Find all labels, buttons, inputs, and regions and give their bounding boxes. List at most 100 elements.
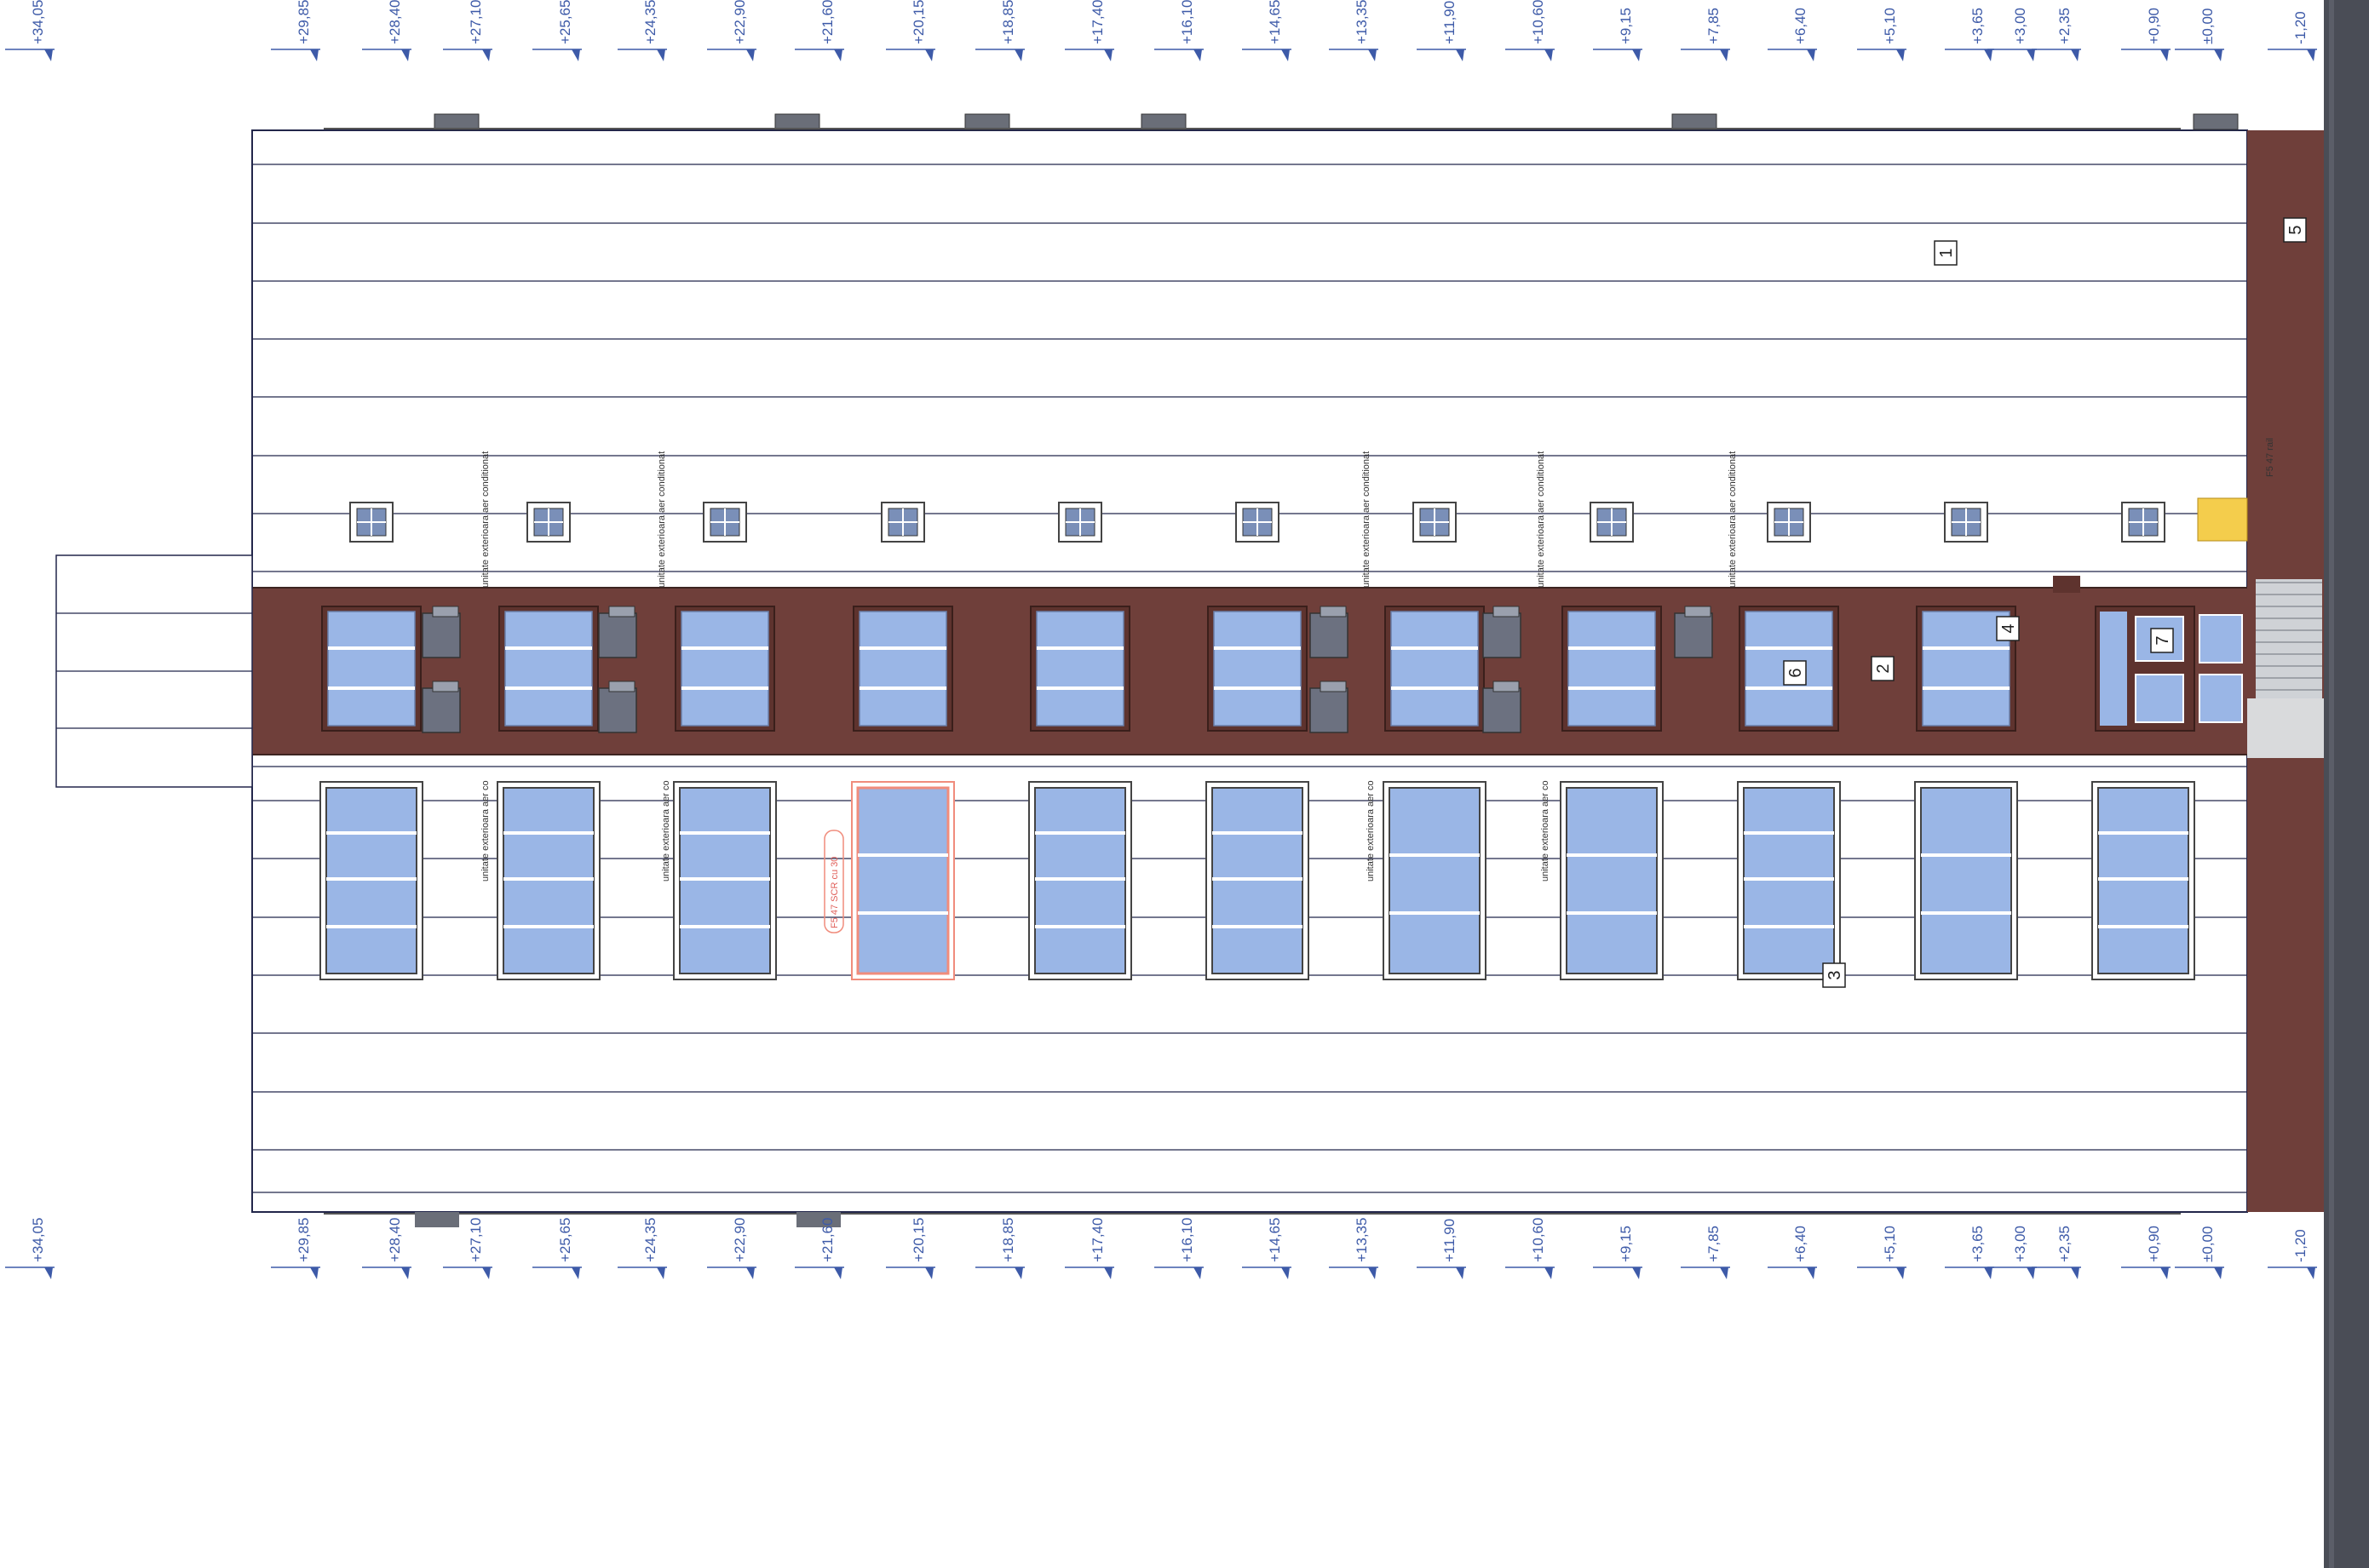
level-label: +25,65 xyxy=(557,0,573,44)
level-label: +16,10 xyxy=(1179,1218,1195,1262)
level-label: +22,90 xyxy=(732,0,748,44)
tag-label: 3 xyxy=(1826,970,1844,979)
level-label: +7,85 xyxy=(1705,8,1722,44)
level-arrow xyxy=(2071,49,2079,61)
ac-unit xyxy=(1309,687,1348,733)
level-label: +13,35 xyxy=(1354,1218,1370,1262)
ac-unit xyxy=(598,687,637,733)
level-label: +18,85 xyxy=(1000,0,1016,44)
level-label: +28,40 xyxy=(387,1218,403,1262)
level-arrow xyxy=(572,1267,580,1279)
level-arrow xyxy=(482,49,491,61)
tag-label: 5 xyxy=(2286,225,2305,234)
ac-unit-grille xyxy=(1320,681,1347,692)
level-arrow xyxy=(2307,1267,2315,1279)
ac-unit-grille xyxy=(1320,606,1347,617)
level-label: +5,10 xyxy=(1882,1226,1898,1262)
level-arrow xyxy=(1456,1267,1464,1279)
level-arrow xyxy=(1015,1267,1023,1279)
yellow-panel xyxy=(2197,497,2248,542)
level-label: +3,00 xyxy=(2012,8,2028,44)
upper-window-glass xyxy=(1567,611,1656,727)
level-label: +28,40 xyxy=(387,0,403,44)
level-arrow xyxy=(2071,1267,2079,1279)
ac-unit-note: unitate exterioara aer conditionat xyxy=(1361,451,1371,588)
level-arrow xyxy=(1456,49,1464,61)
element-tags: 1 2 3 4 5 6 7 xyxy=(1783,217,2307,988)
level-label: +6,40 xyxy=(1792,8,1808,44)
level-label: -1,20 xyxy=(2292,11,2309,44)
level-label: +11,90 xyxy=(1441,1,1458,44)
rail-note: F5 47 rail xyxy=(2265,438,2275,477)
level-arrow xyxy=(1193,49,1202,61)
ac-unit xyxy=(598,612,637,658)
lower-window-glass xyxy=(1566,787,1658,974)
door-side-light xyxy=(2100,612,2127,726)
highlight-callout xyxy=(824,830,844,933)
ac-unit xyxy=(1674,612,1713,658)
level-label: +18,85 xyxy=(1000,1218,1016,1262)
canopy-post xyxy=(2053,576,2080,593)
tag-box xyxy=(1996,616,2020,641)
level-label: +21,60 xyxy=(819,1218,836,1262)
ac-unit-note-lower: unitate exterioara aer co xyxy=(1366,780,1376,882)
level-arrow xyxy=(834,1267,842,1279)
highlight-note: F5 47 SCR cu 30 xyxy=(830,857,840,928)
level-arrow xyxy=(1807,1267,1815,1279)
level-arrow xyxy=(925,49,934,61)
upper-window-glass xyxy=(681,611,769,727)
level-label: ±0,00 xyxy=(2199,9,2216,44)
level-arrow xyxy=(1632,49,1641,61)
ac-unit-grille xyxy=(1492,681,1520,692)
roof-vent xyxy=(434,113,480,130)
level-label: +21,60 xyxy=(819,0,836,44)
level-label: +20,15 xyxy=(911,0,927,44)
lower-window-glass xyxy=(856,786,950,975)
level-arrow xyxy=(1368,1267,1377,1279)
level-label: +29,85 xyxy=(296,0,312,44)
tag-label: 2 xyxy=(1874,663,1893,673)
level-arrow xyxy=(1896,1267,1905,1279)
upper-window-glass xyxy=(1922,611,2010,727)
ac-unit-grille xyxy=(1492,606,1520,617)
level-arrow xyxy=(834,49,842,61)
level-arrow xyxy=(2160,49,2169,61)
level-arrow xyxy=(1104,49,1113,61)
top-level-markers: +34,05 +29,85 +28,40 +27,10 +25,65 +24,35 +22,… xyxy=(5,0,2317,61)
level-arrow xyxy=(1984,49,1992,61)
tag-label: 4 xyxy=(1999,623,2018,633)
level-arrow xyxy=(657,49,665,61)
tag-label: 6 xyxy=(1786,668,1805,677)
level-arrow xyxy=(572,49,580,61)
ac-unit xyxy=(1482,612,1521,658)
level-arrow xyxy=(2160,1267,2169,1279)
door-glass-bottom xyxy=(2135,674,2184,723)
level-label: +9,15 xyxy=(1618,1226,1634,1262)
level-label: +34,05 xyxy=(30,1218,46,1262)
roof-vent xyxy=(1141,113,1187,130)
level-arrow xyxy=(2027,49,2035,61)
ac-unit-note: unitate exterioara aer conditionat xyxy=(1728,451,1738,588)
level-arrow xyxy=(401,49,410,61)
level-label: +34,05 xyxy=(30,0,46,44)
roof-vent xyxy=(2193,113,2239,130)
level-label: +5,10 xyxy=(1882,8,1898,44)
level-label: +2,35 xyxy=(2056,8,2073,44)
tag-box xyxy=(1783,660,1807,686)
upper-window-glass xyxy=(504,611,593,727)
level-arrow xyxy=(746,1267,755,1279)
level-arrow xyxy=(310,49,319,61)
level-label: +17,40 xyxy=(1090,0,1106,44)
tag-label: 1 xyxy=(1937,248,1956,257)
level-arrow xyxy=(1984,1267,1992,1279)
facade xyxy=(55,0,2369,1568)
ac-unit-grille xyxy=(1684,606,1711,617)
level-label: +29,85 xyxy=(296,1218,312,1262)
annotations: unitate exterioara aer conditionat unitat… xyxy=(480,438,2275,933)
level-arrow xyxy=(2307,49,2315,61)
ac-unit xyxy=(1482,687,1521,733)
level-arrow xyxy=(44,49,53,61)
level-label: +6,40 xyxy=(1792,1226,1808,1262)
level-arrow xyxy=(401,1267,410,1279)
level-arrow xyxy=(925,1267,934,1279)
